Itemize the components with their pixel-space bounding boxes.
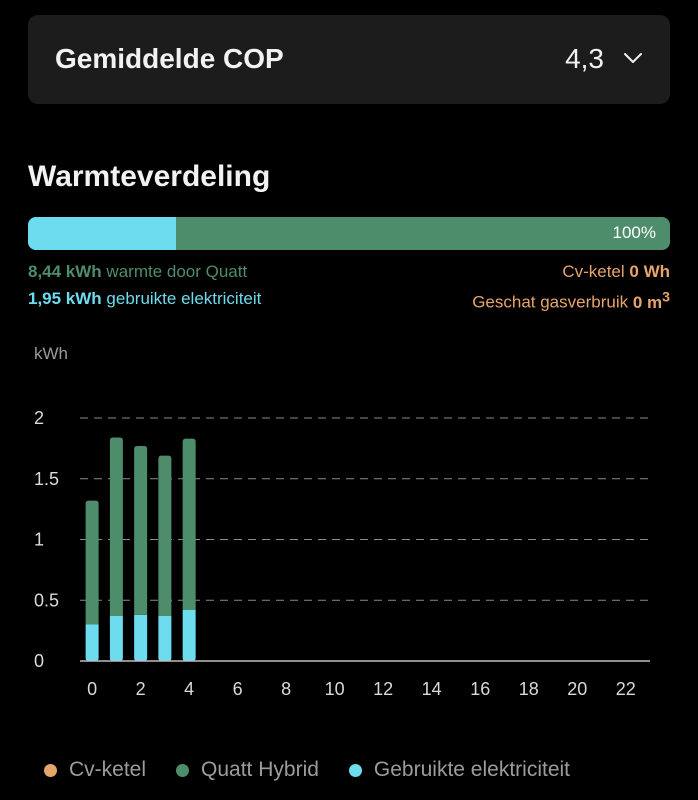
average-cop-card[interactable]: Gemiddelde COP 4,3 xyxy=(28,15,670,104)
bar-segment-quatt-hybrid xyxy=(85,500,99,625)
y-axis-unit: kWh xyxy=(34,344,68,363)
legend-item[interactable]: Quatt Hybrid xyxy=(176,758,319,782)
legend-item[interactable]: Cv-ketel xyxy=(44,758,146,782)
grid-lines xyxy=(80,417,650,601)
bar-segment-gebruikte-elektriciteit xyxy=(158,616,172,661)
x-tick-label: 16 xyxy=(470,679,490,699)
chevron-down-icon[interactable] xyxy=(620,45,646,71)
hourly-energy-chart: kWh 0 0.5 1 1.5 2 0 2 4 6 8 10 12 14 16 18 20 22 xyxy=(34,344,650,699)
y-tick-label: 2 xyxy=(34,408,44,428)
section-title: Warmteverdeling xyxy=(28,160,271,193)
legend-dot-icon xyxy=(44,763,57,777)
y-tick-label: 0.5 xyxy=(34,590,59,610)
cv-value: 0 Wh xyxy=(629,262,670,281)
bar-segment-quatt-hybrid xyxy=(109,437,123,617)
cop-value: 4,3 xyxy=(565,43,604,74)
legend-label: Gebruikte elektriciteit xyxy=(373,758,570,781)
gas-label: Geschat gasverbruik xyxy=(472,292,633,312)
x-tick-label: 22 xyxy=(616,679,636,699)
gas-value: 0 m3 xyxy=(632,289,670,312)
legend-label: Quatt Hybrid xyxy=(201,758,319,781)
y-tick-label: 0 xyxy=(34,651,44,671)
y-tick-label: 1.5 xyxy=(34,469,59,489)
y-tick-labels: 0 0.5 1 1.5 2 xyxy=(34,408,59,671)
x-tick-label: 2 xyxy=(136,679,146,699)
x-tick-label: 20 xyxy=(567,679,587,699)
heat-distribution-bar: 100% xyxy=(28,217,670,250)
bar-percent-label: 100% xyxy=(612,223,656,242)
x-tick-label: 6 xyxy=(233,679,243,699)
legend-label: Cv-ketel xyxy=(69,758,147,781)
legend-item[interactable]: Gebruikte elektriciteit xyxy=(348,758,570,782)
cv-label: Cv-ketel xyxy=(562,262,630,281)
x-tick-label: 18 xyxy=(519,679,539,699)
heat-label: warmte door Quatt xyxy=(101,262,248,281)
legend-dot-icon xyxy=(348,763,362,777)
bar-segment-gebruikte-elektriciteit xyxy=(134,614,148,661)
bar-segment-gebruikte-elektriciteit xyxy=(85,624,99,661)
heat-stat: 8,44 kWh warmte door Quatt xyxy=(28,262,247,282)
x-tick-labels: 0 2 4 6 8 10 12 14 16 18 20 22 xyxy=(87,679,636,699)
x-tick-label: 4 xyxy=(184,679,194,699)
bar-segment-quatt-hybrid xyxy=(134,445,148,615)
electricity-stat: 1,95 kWh gebruikte elektriciteit xyxy=(28,289,261,309)
x-tick-label: 12 xyxy=(373,679,393,699)
bars xyxy=(85,437,196,661)
cop-title: Gemiddelde COP xyxy=(55,43,284,74)
gas-unit-superscript: 3 xyxy=(662,289,670,305)
x-tick-label: 0 xyxy=(87,679,97,699)
electricity-value: 1,95 kWh xyxy=(28,289,102,308)
electricity-label: gebruikte elektriciteit xyxy=(101,289,262,308)
cv-stat: Cv-ketel 0 Wh xyxy=(562,262,670,282)
bar-segment-quatt-hybrid xyxy=(158,455,172,617)
chart-legend: Cv-ketel Quatt Hybrid Gebruikte elektricit… xyxy=(44,758,600,782)
gas-stat: Geschat gasverbruik 0 m3 xyxy=(472,289,670,313)
y-tick-label: 1 xyxy=(34,530,44,550)
bar-segment-quatt-hybrid xyxy=(182,438,196,610)
electricity-share-fill xyxy=(28,217,177,250)
gas-value-number: 0 m xyxy=(632,292,663,312)
x-tick-label: 8 xyxy=(281,679,291,699)
x-tick-label: 14 xyxy=(422,679,442,699)
heat-value: 8,44 kWh xyxy=(28,262,102,281)
bar-segment-gebruikte-elektriciteit xyxy=(109,616,123,661)
legend-dot-icon xyxy=(176,763,190,777)
bar-segment-gebruikte-elektriciteit xyxy=(182,609,196,661)
x-tick-label: 10 xyxy=(325,679,345,699)
